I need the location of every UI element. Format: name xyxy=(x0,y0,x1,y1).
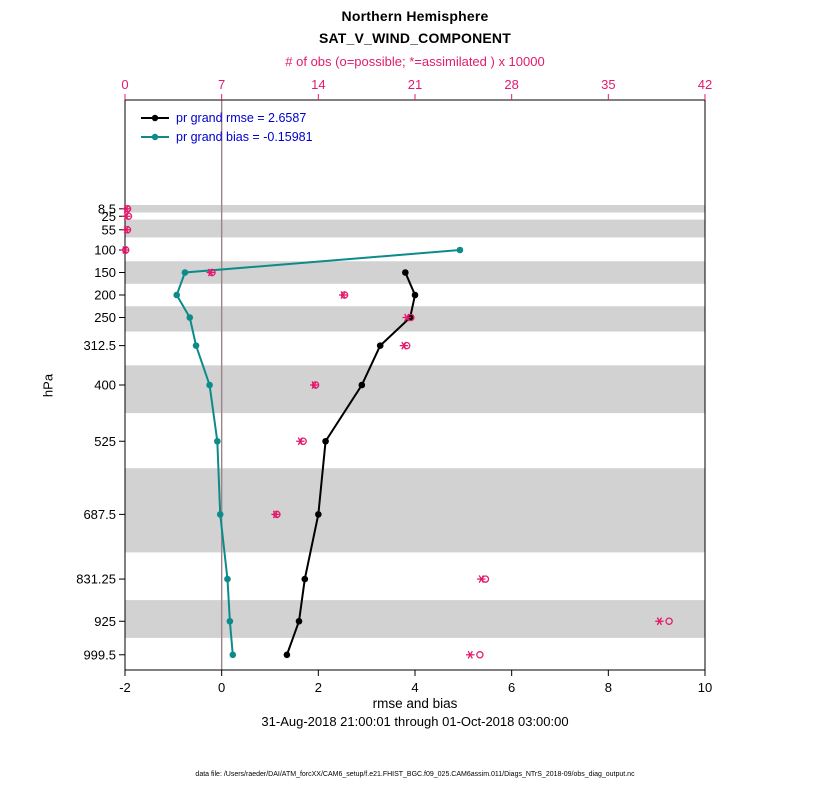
bias-marker xyxy=(173,291,181,299)
x-tick-label: 2 xyxy=(315,680,322,695)
rmse-marker xyxy=(411,291,419,299)
top-tick-label: 14 xyxy=(311,77,325,92)
y-tick-label: 999.5 xyxy=(83,647,116,662)
obs-assimilated-marker xyxy=(404,313,410,322)
chart-title-line1: Northern Hemisphere xyxy=(341,8,489,24)
bias-marker xyxy=(214,437,221,445)
y-tick-label: 312.5 xyxy=(83,338,116,353)
y-tick-label: 55 xyxy=(102,222,116,237)
bias-marker xyxy=(229,651,237,659)
obs-assimilated-marker xyxy=(207,268,214,277)
x-tick-label: 10 xyxy=(698,680,712,695)
bias-line-sample xyxy=(141,133,169,140)
shaded-band xyxy=(125,468,705,553)
shaded-band xyxy=(125,306,705,332)
x-tick-label: 6 xyxy=(508,680,515,695)
shaded-band xyxy=(125,205,705,213)
x-tick-label: -2 xyxy=(119,680,131,695)
y-tick-label: 25 xyxy=(102,209,116,224)
obs-assimilated-marker xyxy=(467,650,473,659)
x-tick-label: 8 xyxy=(605,680,612,695)
obs-possible-marker xyxy=(665,617,673,626)
top-tick-label: 35 xyxy=(601,77,615,92)
bias-marker xyxy=(456,246,464,254)
top-axis-label: # of obs (o=possible; *=assimilated ) x … xyxy=(285,54,545,69)
obs-assimilated-marker xyxy=(272,510,279,519)
y-tick-label: 525 xyxy=(94,434,116,449)
legend-item-bias: pr grand bias = -0.15981 xyxy=(140,129,313,144)
x-axis-label: rmse and bias xyxy=(372,696,458,711)
x-tick-label: 0 xyxy=(218,680,225,695)
rmse-marker xyxy=(322,437,329,445)
rmse-marker xyxy=(402,269,409,276)
rmse-marker xyxy=(358,381,366,389)
y-tick-label: 831.25 xyxy=(76,572,116,587)
chart-title-line2: SAT_V_WIND_COMPONENT xyxy=(319,30,511,46)
legend-label-rmse: pr grand rmse = 2.6587 xyxy=(176,110,307,125)
shaded-band xyxy=(125,600,705,638)
top-tick-label: 21 xyxy=(408,77,422,92)
bias-marker xyxy=(181,269,189,276)
rmse-line-sample xyxy=(141,114,169,121)
rmse-marker xyxy=(295,617,303,625)
rmse-sample-marker xyxy=(151,114,159,121)
shaded-band xyxy=(125,261,705,284)
obs-assimilated-marker xyxy=(311,381,317,389)
legend-label-bias: pr grand bias = -0.15981 xyxy=(176,129,313,144)
bias-marker xyxy=(216,511,224,518)
y-tick-label: 150 xyxy=(94,265,116,280)
top-tick-label: 0 xyxy=(121,77,128,92)
bias-marker xyxy=(192,342,200,349)
date-range-label: 31-Aug-2018 21:00:01 through 01-Oct-2018… xyxy=(261,714,569,729)
bias-marker xyxy=(224,575,231,583)
top-tick-label: 42 xyxy=(698,77,712,92)
x-tick-label: 4 xyxy=(411,680,418,695)
legend-item-rmse: pr grand rmse = 2.6587 xyxy=(140,110,313,125)
y-axis-label: hPa xyxy=(40,373,56,398)
obs-assimilated-marker xyxy=(478,575,484,584)
legend: pr grand rmse = 2.6587 pr grand bias = -… xyxy=(140,110,313,144)
rmse-line xyxy=(285,272,417,656)
bias-marker xyxy=(206,381,213,389)
bias-marker xyxy=(186,314,194,321)
y-tick-label: 687.5 xyxy=(83,507,116,522)
data-file-footer: data file: /Users/raeder/DAI/ATM_forcXX/… xyxy=(195,771,635,778)
obs-assimilated-marker xyxy=(123,212,130,221)
y-tick-label: 250 xyxy=(94,310,116,325)
top-tick-label: 7 xyxy=(218,77,225,92)
y-tick-label: 100 xyxy=(94,243,116,258)
obs-assimilated-marker xyxy=(401,341,407,350)
y-tick-label: 400 xyxy=(94,378,116,393)
obs-assimilated-marker xyxy=(123,225,130,234)
rmse-marker xyxy=(301,575,309,583)
y-tick-label: 8.5 xyxy=(98,201,116,216)
rmse-marker xyxy=(315,511,322,518)
shaded-band xyxy=(125,219,705,238)
obs-assimilated-marker xyxy=(340,291,346,299)
bias-marker xyxy=(226,617,234,625)
obs-possible-marker xyxy=(476,651,484,659)
obs-assimilated-marker xyxy=(122,246,128,254)
obs-assimilated-marker xyxy=(123,204,130,213)
rmse-marker xyxy=(283,651,291,659)
y-tick-label: 925 xyxy=(94,614,116,629)
obs-assimilated-marker xyxy=(297,437,304,446)
top-tick-label: 28 xyxy=(504,77,518,92)
y-tick-label: 200 xyxy=(94,288,116,303)
obs-assimilated-marker xyxy=(656,617,663,626)
bias-sample-marker xyxy=(151,133,159,140)
rmse-marker xyxy=(376,342,384,349)
